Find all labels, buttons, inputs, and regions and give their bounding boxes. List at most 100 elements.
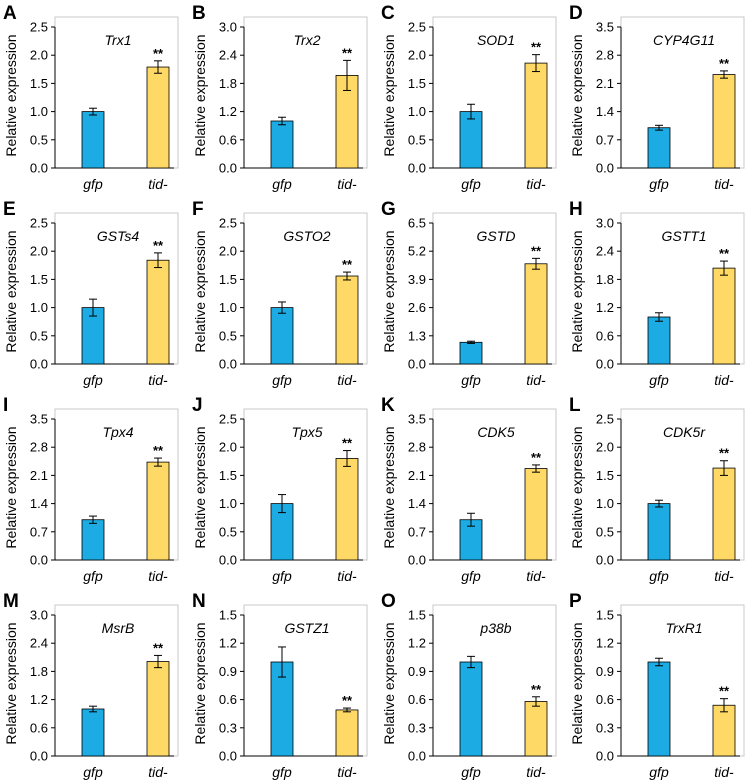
category-label: tid- — [337, 568, 357, 584]
gene-title: MsrB — [102, 620, 135, 636]
y-tick-label: 0.0 — [596, 357, 614, 372]
y-axis-label: Relative expression — [381, 230, 397, 352]
category-label: gfp — [461, 764, 481, 780]
panel-F: F GSTO2 Relative expression 0.0 0.5 1.0 1.5 2.0… — [192, 199, 368, 388]
category-label: tid- — [526, 176, 546, 192]
y-tick-label: 1.0 — [219, 300, 237, 315]
category-label: gfp — [272, 568, 292, 584]
gene-title: GSTT1 — [661, 228, 706, 244]
y-tick-label: 1.8 — [596, 272, 614, 287]
y-tick-label: 2.8 — [408, 440, 426, 455]
y-tick-label: 6.5 — [408, 216, 426, 231]
y-tick-label: 1.0 — [596, 496, 614, 511]
y-tick-label: 0.0 — [30, 749, 48, 764]
y-axis-label: Relative expression — [381, 622, 397, 744]
panel-letter: N — [192, 591, 206, 612]
y-tick-label: 2.4 — [30, 636, 48, 651]
significance-marker: ** — [342, 45, 353, 60]
significance-marker: ** — [719, 684, 730, 699]
bar-gfp — [81, 519, 105, 561]
y-tick-label: 1.0 — [30, 300, 48, 315]
gene-title: Trx1 — [105, 32, 132, 48]
y-tick-label: 0.3 — [219, 720, 237, 735]
y-tick-label: 1.8 — [30, 664, 48, 679]
panel-H: H GSTT1 Relative expression 0.0 0.6 1.2 1.8 2.4… — [569, 199, 745, 388]
panel-M: M MsrB Relative expression 0.0 0.6 1.2 1.8 2.4 3… — [3, 591, 179, 780]
y-tick-label: 2.5 — [408, 20, 426, 35]
significance-marker: ** — [342, 257, 353, 272]
y-tick-label: 1.0 — [30, 104, 48, 119]
y-tick-label: 1.4 — [408, 496, 426, 511]
y-tick-label: 3.0 — [219, 20, 237, 35]
y-tick-label: 0.0 — [408, 161, 426, 176]
category-label: tid- — [714, 568, 734, 584]
y-tick-label: 0.5 — [219, 524, 237, 539]
significance-marker: ** — [153, 640, 164, 655]
y-tick-label: 0.9 — [408, 664, 426, 679]
bar-gfp — [270, 307, 294, 365]
panel-J: J Tpx5 Relative expression 0.0 0.5 1.0 1.5 2.0 2… — [192, 395, 368, 584]
category-label: tid- — [148, 764, 168, 780]
category-label: tid- — [526, 372, 546, 388]
bar-gfp — [459, 111, 483, 169]
y-tick-label: 1.5 — [30, 76, 48, 91]
y-tick-label: 1.2 — [30, 692, 48, 707]
y-tick-label: 0.6 — [408, 692, 426, 707]
y-tick-label: 2.0 — [30, 244, 48, 259]
bar-gfp — [647, 661, 671, 757]
y-tick-label: 1.5 — [596, 468, 614, 483]
y-tick-label: 0.0 — [408, 357, 426, 372]
panel-N: N GSTZ1 Relative expression 0.0 0.3 0.6 0.9 1.2… — [192, 591, 368, 780]
panel-letter: H — [569, 199, 583, 220]
bar-tid- — [712, 704, 736, 757]
y-axis-label: Relative expression — [3, 230, 19, 352]
panel-D: D CYP4G11 Relative expression 0.0 0.7 1.4 2.1 2… — [569, 3, 745, 192]
bar-gfp — [647, 127, 671, 169]
category-label: tid- — [714, 764, 734, 780]
y-axis-label: Relative expression — [569, 622, 585, 744]
category-label: gfp — [461, 568, 481, 584]
y-tick-label: 0.0 — [596, 749, 614, 764]
category-label: gfp — [649, 176, 669, 192]
y-tick-label: 1.5 — [30, 272, 48, 287]
y-tick-label: 2.0 — [408, 48, 426, 63]
bar-tid- — [146, 461, 170, 561]
panel-letter: G — [381, 199, 396, 220]
y-tick-label: 0.0 — [219, 553, 237, 568]
significance-marker: ** — [342, 693, 353, 708]
gene-title: GSTZ1 — [284, 620, 329, 636]
y-axis-label: Relative expression — [192, 230, 208, 352]
bar-gfp — [647, 316, 671, 365]
panel-I: I Tpx4 Relative expression 0.0 0.7 1.4 2.1 2.8 3… — [3, 395, 179, 584]
category-label: gfp — [272, 176, 292, 192]
y-tick-label: 0.9 — [219, 664, 237, 679]
panel-letter: B — [192, 3, 206, 24]
category-label: tid- — [714, 372, 734, 388]
significance-marker: ** — [342, 436, 353, 451]
significance-marker: ** — [153, 443, 164, 458]
panel-letter: J — [192, 395, 203, 416]
category-label: gfp — [649, 372, 669, 388]
panel-P: P TrxR1 Relative expression 0.0 0.3 0.6 0.9 1.2… — [569, 591, 745, 780]
panel-letter: L — [569, 395, 581, 416]
gene-title: Tpx4 — [102, 424, 133, 440]
y-tick-label: 1.3 — [408, 328, 426, 343]
y-axis-label: Relative expression — [3, 426, 19, 548]
bar-tid- — [712, 467, 736, 561]
y-tick-label: 2.0 — [30, 48, 48, 63]
gene-title: GSTO2 — [283, 228, 330, 244]
y-tick-label: 0.6 — [30, 720, 48, 735]
category-label: tid- — [337, 372, 357, 388]
y-tick-label: 2.8 — [596, 48, 614, 63]
y-tick-label: 3.5 — [30, 412, 48, 427]
y-tick-label: 0.0 — [219, 357, 237, 372]
y-tick-label: 1.5 — [219, 468, 237, 483]
category-label: tid- — [526, 764, 546, 780]
y-tick-label: 0.0 — [30, 161, 48, 176]
bar-gfp — [81, 111, 105, 169]
y-tick-label: 0.0 — [596, 161, 614, 176]
y-tick-label: 5.2 — [408, 244, 426, 259]
y-tick-label: 3.0 — [30, 608, 48, 623]
panel-letter: I — [3, 395, 8, 416]
